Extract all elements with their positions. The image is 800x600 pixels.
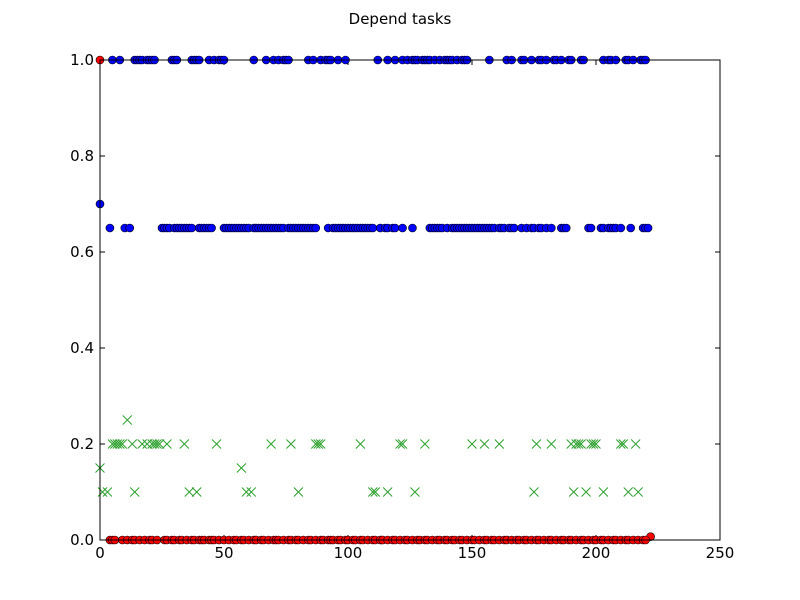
data-point <box>397 439 408 449</box>
data-point <box>586 439 596 449</box>
data-point <box>370 487 381 497</box>
data-point <box>571 439 582 449</box>
data-point <box>615 439 626 449</box>
y-tick-label: 0.0 <box>70 531 94 549</box>
data-point <box>129 487 140 497</box>
data-point <box>97 487 108 497</box>
data-point <box>410 487 420 497</box>
data-point <box>408 223 417 233</box>
data-point <box>184 487 195 497</box>
data-point <box>142 439 152 449</box>
data-point <box>588 439 599 449</box>
data-point <box>576 439 586 449</box>
data-point <box>630 439 641 449</box>
x-tick-label: 250 <box>706 544 735 562</box>
data-point <box>191 487 202 497</box>
data-point <box>149 439 160 449</box>
data-point <box>568 487 579 497</box>
data-point <box>382 487 393 497</box>
data-point <box>246 487 257 497</box>
x-tick-label: 50 <box>214 544 233 562</box>
series-2 <box>95 55 655 545</box>
data-point <box>633 487 644 497</box>
data-point <box>102 487 113 497</box>
data-point <box>236 463 247 473</box>
data-point <box>561 223 571 233</box>
data-point <box>315 439 326 449</box>
data-point <box>573 439 584 449</box>
data-point <box>311 223 321 233</box>
data-point <box>266 439 276 449</box>
data-point <box>623 487 634 497</box>
data-point <box>547 223 556 233</box>
data-point <box>529 487 539 497</box>
data-point <box>509 223 519 233</box>
data-point <box>154 439 165 449</box>
data-point <box>313 439 324 449</box>
data-point <box>494 439 505 449</box>
data-point <box>420 439 430 449</box>
data-point <box>598 487 609 497</box>
x-tick-label: 150 <box>458 544 487 562</box>
data-point <box>152 439 162 449</box>
data-point <box>207 223 216 233</box>
data-point <box>566 439 577 449</box>
data-point <box>546 439 557 449</box>
data-point <box>105 223 115 233</box>
x-tick-label: 100 <box>334 544 363 562</box>
y-tick-label: 0.2 <box>70 435 94 453</box>
y-tick-label: 1.0 <box>70 51 94 69</box>
data-point <box>137 439 148 449</box>
data-point <box>122 415 133 425</box>
y-tick-label: 0.6 <box>70 243 94 261</box>
series-1 <box>95 415 644 497</box>
data-point <box>162 439 172 449</box>
data-point <box>147 439 157 449</box>
data-point <box>127 439 138 449</box>
series-0 <box>95 55 653 233</box>
data-point <box>293 487 304 497</box>
data-point <box>355 439 366 449</box>
data-point <box>467 439 477 449</box>
data-point <box>110 439 120 449</box>
data-point <box>591 439 601 449</box>
data-point <box>390 223 400 233</box>
data-point <box>241 487 252 497</box>
data-point <box>531 439 542 449</box>
data-point <box>643 223 653 233</box>
data-point <box>618 439 629 449</box>
data-point <box>367 487 378 497</box>
data-point <box>117 439 128 449</box>
y-tick-label: 0.4 <box>70 339 94 357</box>
data-point <box>187 223 197 233</box>
data-point <box>586 223 596 233</box>
x-tick-label: 0 <box>95 544 105 562</box>
chart-title: Depend tasks <box>349 10 452 28</box>
data-point <box>626 223 636 233</box>
axes-frame <box>99 59 721 541</box>
x-tick-label: 200 <box>582 544 611 562</box>
data-point <box>211 439 222 449</box>
data-point <box>368 223 378 233</box>
data-point <box>286 439 296 449</box>
data-point <box>114 439 125 449</box>
data-point <box>616 223 626 233</box>
axis-ticks: 0 50 100 150 200 250 0.0 0.2 0.4 0.6 0.8 1.0 <box>70 51 734 562</box>
data-point <box>398 223 407 233</box>
plot-area <box>95 55 655 545</box>
data-point <box>179 439 190 449</box>
data-point <box>395 439 405 449</box>
data-point <box>479 439 490 449</box>
y-tick-label: 0.8 <box>70 147 94 165</box>
data-point <box>112 439 123 449</box>
data-point <box>107 439 118 449</box>
data-point <box>581 487 591 497</box>
data-point <box>310 439 321 449</box>
data-point <box>125 223 135 233</box>
